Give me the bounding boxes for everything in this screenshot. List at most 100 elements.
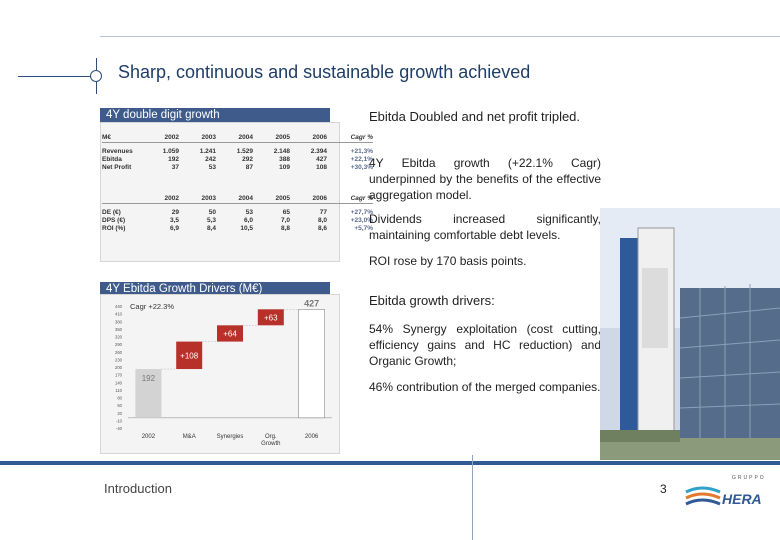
table-header-cell: 2006 — [290, 134, 327, 143]
cagr-annotation: Cagr +22.3% — [130, 302, 174, 311]
title-decor-line — [18, 76, 100, 77]
table-cell: 53 — [245, 208, 253, 216]
table-cell: 65 — [282, 208, 290, 216]
x-tick-label: Synergies — [217, 434, 244, 440]
table-header-cell: Cagr % — [327, 195, 373, 204]
y-tick-label: 290 — [115, 342, 123, 347]
bar-value-label: +108 — [180, 351, 199, 360]
logo-brand-top: GRUPPO — [732, 475, 766, 481]
table-cell: 8,0 — [317, 216, 327, 224]
table-cell: 8,8 — [280, 224, 290, 232]
table-cell: 1.529 — [236, 147, 253, 155]
table-cell: +27,7% — [350, 208, 373, 216]
table-header-row: 2002 2003 2004 2005 2006 Cagr % — [102, 195, 373, 204]
table-header-cell: 2003 — [179, 195, 216, 204]
footer-section-label: Introduction — [104, 481, 172, 496]
hera-building-photo — [600, 208, 780, 460]
text-ebitda-growth: 4Y Ebitda growth (+22.1% Cagr) underpinn… — [369, 156, 601, 202]
page-number: 3 — [660, 482, 667, 496]
table-cell: 3,5 — [169, 216, 179, 224]
table-cell: 242 — [205, 155, 216, 163]
table-row: Revenues 1.059 1.241 1.529 2.148 2.394 +21,3% — [102, 148, 373, 156]
y-tick-label: 380 — [115, 319, 123, 324]
table-cell: 6,0 — [243, 216, 253, 224]
table-panel-heading: 4Y double digit growth — [100, 108, 330, 123]
table-cell: 10,5 — [240, 224, 253, 232]
table-cell: 192 — [168, 155, 179, 163]
y-tick-label: -10 — [116, 418, 123, 423]
bar-value-label: 427 — [304, 298, 319, 308]
text-merged-companies: 46% contribution of the merged companies… — [369, 380, 601, 394]
financials-table-bottom: 2002 2003 2004 2005 2006 Cagr % DE (€) 29 50 53 65… — [102, 195, 373, 233]
y-tick-label: 140 — [115, 380, 123, 385]
table-cell: +5,7% — [354, 224, 373, 232]
table-cell: 6,9 — [169, 224, 179, 232]
table-header-cell: 2005 — [253, 195, 290, 204]
table-header-cell: 2004 — [216, 195, 253, 204]
table-cell: 50 — [208, 208, 216, 216]
table-cell: 108 — [316, 163, 327, 171]
footer-divider — [472, 455, 473, 540]
table-row: Ebitda 192 242 292 388 427 +22,1% — [102, 156, 373, 164]
x-tick-label: M&A — [183, 434, 196, 440]
x-tick-label: Org. — [265, 434, 277, 440]
y-tick-label: 230 — [115, 357, 123, 362]
table-cell: +21,3% — [350, 147, 373, 155]
table-cell: 37 — [171, 163, 179, 171]
table-cell: 77 — [319, 208, 327, 216]
y-tick-label: 260 — [115, 350, 123, 355]
hera-logo: GRUPPO HERA — [685, 475, 766, 507]
table-cell: Net Profit — [102, 163, 132, 171]
table-header-cell: M€ — [102, 134, 142, 143]
table-header-cell: 2003 — [179, 134, 216, 143]
financials-table-box — [100, 122, 340, 262]
y-tick-label: 200 — [115, 365, 123, 370]
x-tick-label: 2006 — [305, 434, 319, 440]
text-dividends: Dividends increased significantly, maint… — [369, 212, 601, 242]
y-tick-label: 80 — [117, 396, 122, 401]
bottom-band — [0, 461, 780, 465]
y-tick-label: 320 — [115, 335, 123, 340]
table-cell: 29 — [171, 208, 179, 216]
table-cell: 5,3 — [206, 216, 216, 224]
bar-value-label: 192 — [142, 374, 156, 383]
chart-panel-heading: 4Y Ebitda Growth Drivers (M€) — [100, 282, 330, 297]
y-tick-label: 170 — [115, 373, 123, 378]
text-synergy: 54% Synergy exploitation (cost cutting, … — [369, 322, 601, 368]
table-header-cell — [102, 195, 142, 204]
table-cell: 2.394 — [310, 147, 327, 155]
x-tick-label: Growth — [261, 441, 280, 447]
text-growth-drivers: Ebitda growth drivers: — [369, 293, 495, 308]
table-header-cell: 2002 — [142, 134, 179, 143]
table-cell: Ebitda — [102, 155, 122, 163]
y-tick-label: 50 — [117, 403, 122, 408]
y-tick-label: 350 — [115, 327, 123, 332]
text-roi: ROI rose by 170 basis points. — [369, 254, 527, 268]
table-row: Net Profit 37 53 87 109 108 +30,3% — [102, 164, 373, 172]
table-cell: 7,0 — [280, 216, 290, 224]
y-tick-label: 20 — [117, 411, 122, 416]
table-header-cell: 2005 — [253, 134, 290, 143]
table-cell: +30,3% — [350, 163, 373, 171]
y-tick-label: 440 — [115, 304, 123, 309]
table-cell: 1.241 — [199, 147, 216, 155]
table-header-cell: 2006 — [290, 195, 327, 204]
financials-table-top: M€ 2002 2003 2004 2005 2006 Cagr % Revenues 1.05… — [102, 134, 373, 172]
bar-2006 — [298, 309, 325, 419]
x-tick-label: 2002 — [142, 434, 156, 440]
table-cell: 8,6 — [317, 224, 327, 232]
table-cell: 87 — [245, 163, 253, 171]
table-cell: 8,4 — [206, 224, 216, 232]
table-cell: Revenues — [102, 147, 133, 155]
table-row: DPS (€) 3,5 5,3 6,0 7,0 8,0 +23,0% — [102, 217, 373, 225]
table-cell: DPS (€) — [102, 216, 126, 224]
y-tick-label: 410 — [115, 312, 123, 317]
bar-m-a — [176, 341, 203, 370]
table-header-cell: Cagr % — [327, 134, 373, 143]
table-cell: DE (€) — [102, 208, 121, 216]
title-decor-circle — [90, 70, 102, 82]
table-cell: 53 — [208, 163, 216, 171]
logo-brand: HERA — [722, 491, 762, 507]
bar-value-label: +63 — [264, 313, 278, 322]
table-cell: ROI (%) — [102, 224, 126, 232]
